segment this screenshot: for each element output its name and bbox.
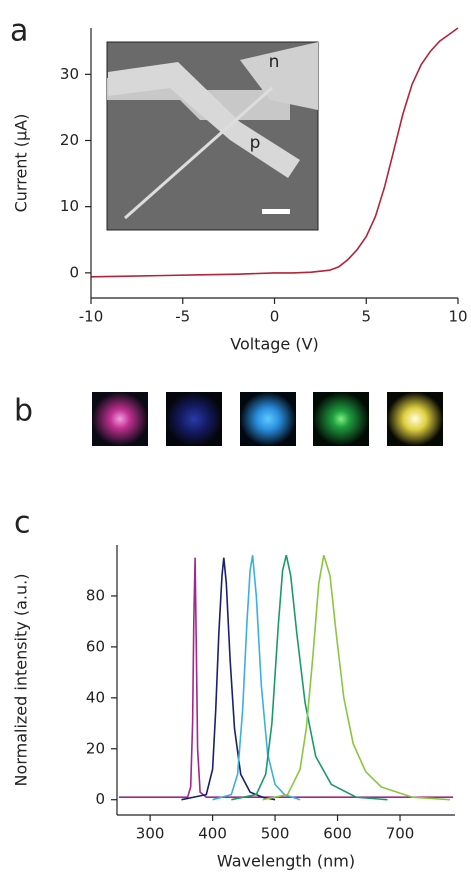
- x-tick-label: 300: [136, 825, 165, 843]
- panel-label: c: [14, 506, 31, 541]
- y-tick-label: 60: [86, 637, 105, 655]
- data-line: [118, 557, 454, 798]
- x-tick-label: 5: [361, 308, 371, 326]
- y-tick-label: 0: [69, 263, 79, 281]
- x-tick-label: 10: [448, 308, 467, 326]
- x-tick-label: 700: [386, 825, 415, 843]
- y-tick-label: 0: [95, 790, 105, 808]
- data-line: [181, 557, 276, 801]
- electrode: [108, 62, 300, 178]
- emission-image: [387, 392, 443, 446]
- y-axis-label: Normalized intensity (a.u.): [12, 574, 31, 787]
- sem-inset: np: [106, 41, 319, 231]
- emission-images: [92, 392, 443, 446]
- y-tick-label: 10: [60, 197, 79, 215]
- data-line: [262, 554, 451, 801]
- y-axis-label: Current (µA): [12, 114, 31, 213]
- x-axis-label: Wavelength (nm): [217, 852, 355, 871]
- y-tick-label: 20: [60, 131, 79, 149]
- emission-image: [166, 392, 222, 446]
- nanowire: [124, 86, 273, 220]
- emission-image: [92, 392, 148, 446]
- scale-bar: [262, 209, 290, 214]
- panel-label: a: [10, 14, 28, 49]
- y-tick-label: 80: [86, 586, 105, 604]
- inset-label: n: [269, 52, 280, 72]
- panel-label: b: [14, 394, 33, 429]
- emission-image: [313, 392, 369, 446]
- inset-label: p: [250, 133, 261, 153]
- y-tick-label: 40: [86, 688, 105, 706]
- emission-image: [240, 392, 296, 446]
- data-line: [212, 555, 301, 801]
- x-tick-label: 600: [323, 825, 352, 843]
- electrode: [240, 42, 318, 110]
- data-line: [90, 27, 459, 278]
- data-line: [231, 555, 388, 801]
- x-axis-label: Voltage (V): [230, 335, 319, 354]
- y-tick-label: 30: [60, 65, 79, 83]
- x-tick-label: 0: [270, 308, 280, 326]
- y-tick-label: 20: [86, 739, 105, 757]
- x-tick-label: 500: [261, 825, 290, 843]
- x-tick-label: 400: [198, 825, 227, 843]
- x-tick-label: -5: [175, 308, 190, 326]
- x-tick-label: -10: [79, 308, 104, 326]
